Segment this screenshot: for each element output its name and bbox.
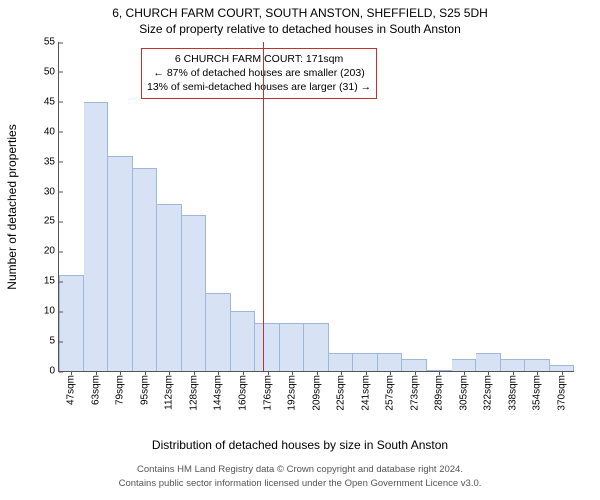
reference-line bbox=[263, 42, 264, 371]
x-axis-label: Distribution of detached houses by size … bbox=[0, 438, 600, 452]
y-tick: 15 bbox=[44, 276, 55, 287]
y-tick: 35 bbox=[44, 156, 55, 167]
footer-licence: Contains public sector information licen… bbox=[0, 478, 600, 489]
x-tick-label: 338sqm bbox=[507, 371, 518, 411]
y-tick: 40 bbox=[44, 126, 55, 137]
x-tick-label: 192sqm bbox=[287, 371, 298, 411]
x-tick-label: 95sqm bbox=[139, 371, 150, 405]
annotation-line: 13% of semi-detached houses are larger (… bbox=[147, 80, 371, 94]
y-tick: 50 bbox=[44, 66, 55, 77]
bar bbox=[452, 359, 477, 371]
x-tick-label: 63sqm bbox=[90, 371, 101, 405]
bar-slot: 79sqm bbox=[108, 42, 133, 371]
x-tick-label: 257sqm bbox=[385, 371, 396, 411]
plot-area: 47sqm63sqm79sqm95sqm112sqm128sqm144sqm16… bbox=[58, 42, 574, 372]
y-axis-label: Number of detached properties bbox=[5, 124, 19, 289]
bar bbox=[231, 311, 256, 371]
bar bbox=[255, 323, 280, 371]
histogram-chart: 6, CHURCH FARM COURT, SOUTH ANSTON, SHEF… bbox=[0, 0, 600, 500]
y-tick: 20 bbox=[44, 246, 55, 257]
bar bbox=[108, 156, 133, 371]
bar bbox=[329, 353, 354, 371]
bar-slot: 370sqm bbox=[550, 42, 575, 371]
footer-attribution: Contains HM Land Registry data © Crown c… bbox=[0, 464, 600, 475]
x-tick-label: 370sqm bbox=[556, 371, 567, 411]
annotation-box: 6 CHURCH FARM COURT: 171sqm ← 87% of det… bbox=[141, 48, 377, 99]
bar bbox=[476, 353, 501, 371]
bar-slot: 273sqm bbox=[402, 42, 427, 371]
bar bbox=[525, 359, 550, 371]
y-tick: 55 bbox=[44, 37, 55, 48]
bar bbox=[157, 204, 182, 371]
x-tick-label: 273sqm bbox=[409, 371, 420, 411]
bar-slot: 289sqm bbox=[427, 42, 452, 371]
y-tick: 25 bbox=[44, 216, 55, 227]
bar-slot: 257sqm bbox=[378, 42, 403, 371]
bar bbox=[402, 359, 427, 371]
y-tick: 5 bbox=[49, 336, 55, 347]
y-tick: 0 bbox=[49, 366, 55, 377]
bar-slot: 338sqm bbox=[501, 42, 526, 371]
x-tick-label: 241sqm bbox=[360, 371, 371, 411]
x-tick-label: 176sqm bbox=[262, 371, 273, 411]
bar bbox=[280, 323, 305, 371]
bar bbox=[353, 353, 378, 371]
bar bbox=[304, 323, 329, 371]
x-tick-label: 289sqm bbox=[434, 371, 445, 411]
x-tick-label: 354sqm bbox=[532, 371, 543, 411]
bar bbox=[182, 215, 207, 371]
x-tick-label: 128sqm bbox=[188, 371, 199, 411]
x-tick-label: 144sqm bbox=[213, 371, 224, 411]
x-tick-label: 47sqm bbox=[66, 371, 77, 405]
y-tick: 10 bbox=[44, 306, 55, 317]
bar-slot: 322sqm bbox=[476, 42, 501, 371]
chart-supertitle: 6, CHURCH FARM COURT, SOUTH ANSTON, SHEF… bbox=[0, 6, 600, 20]
bar-slot: 354sqm bbox=[525, 42, 550, 371]
x-tick-label: 112sqm bbox=[164, 371, 175, 410]
bar bbox=[84, 102, 109, 371]
x-tick-label: 209sqm bbox=[311, 371, 322, 411]
bar bbox=[501, 359, 526, 371]
x-tick-label: 79sqm bbox=[115, 371, 126, 405]
bar bbox=[378, 353, 403, 371]
x-tick-label: 322sqm bbox=[483, 371, 494, 411]
bar bbox=[133, 168, 158, 371]
bar-slot: 47sqm bbox=[59, 42, 84, 371]
x-tick-label: 225sqm bbox=[336, 371, 347, 411]
y-tick: 30 bbox=[44, 186, 55, 197]
bar-slot: 63sqm bbox=[84, 42, 109, 371]
bar bbox=[59, 275, 84, 371]
annotation-line: 6 CHURCH FARM COURT: 171sqm bbox=[147, 52, 371, 66]
y-tick: 45 bbox=[44, 96, 55, 107]
x-tick-label: 160sqm bbox=[237, 371, 248, 411]
bar bbox=[206, 293, 231, 371]
annotation-line: ← 87% of detached houses are smaller (20… bbox=[147, 66, 371, 80]
x-tick-label: 305sqm bbox=[458, 371, 469, 411]
bar-slot: 305sqm bbox=[452, 42, 477, 371]
chart-title: Size of property relative to detached ho… bbox=[0, 22, 600, 36]
